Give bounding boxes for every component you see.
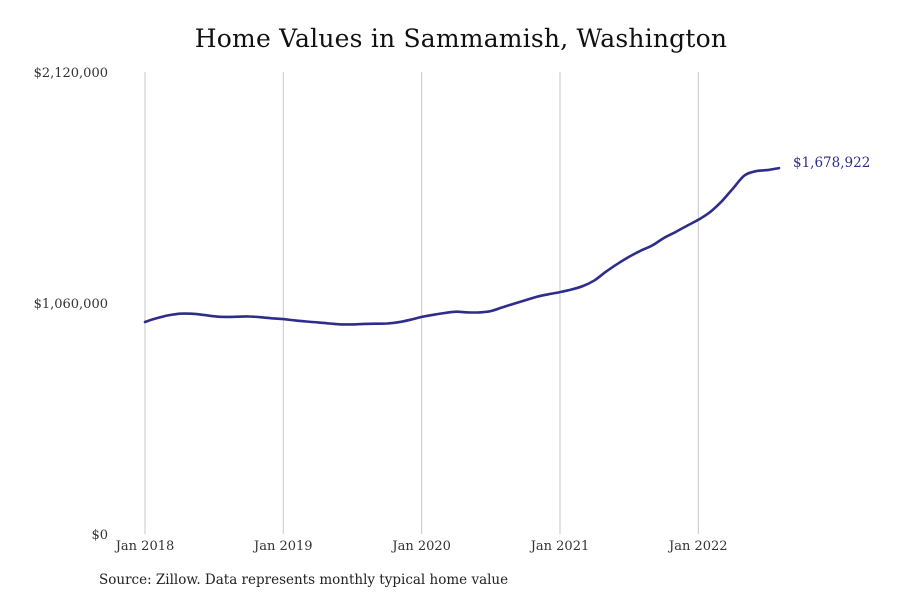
x-axis-ticks: Jan 2018 Jan 2019 Jan 2020 Jan 2021 Jan 2022 [114,539,728,554]
series-group: $1,678,922 [143,155,870,326]
series-line-0 [143,166,781,326]
x-tick-label: Jan 2022 [667,539,728,554]
y-axis-ticks: $0 $1,060,000 $2,120,000 [34,66,108,543]
y-tick-label: $2,120,000 [34,66,108,81]
source-note: Source: Zillow. Data represents monthly … [99,572,509,588]
x-tick-label: Jan 2021 [529,539,590,554]
y-tick-label: $1,060,000 [34,297,108,312]
x-tick-label: Jan 2020 [390,539,451,554]
grid-lines [144,72,699,534]
x-tick-label: Jan 2019 [252,539,313,554]
x-tick-label: Jan 2018 [114,539,175,554]
end-value-label: $1,678,922 [793,155,870,171]
chart-title: Home Values in Sammamish, Washington [194,24,728,53]
y-tick-label: $0 [91,528,108,543]
